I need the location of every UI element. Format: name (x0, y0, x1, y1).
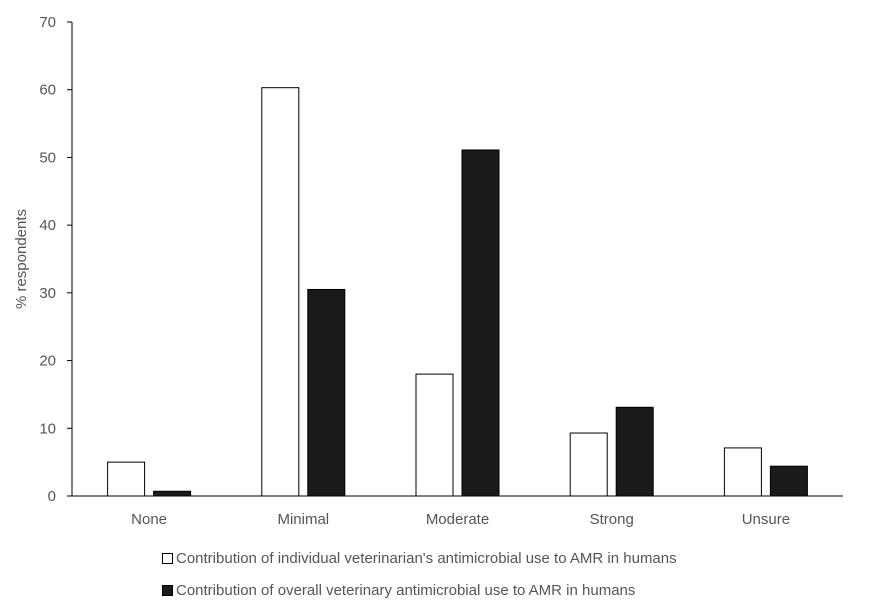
legend-item-overall: Contribution of overall veterinary antim… (162, 582, 635, 599)
bar-overall (307, 288, 346, 497)
bar-individual (723, 447, 762, 497)
bars (107, 87, 808, 497)
y-axis: 0 10 20 30 40 50 60 70 (39, 14, 73, 505)
x-tick-label: Strong (590, 511, 634, 528)
y-tick-label: 60 (39, 82, 56, 99)
y-tick-label: 40 (39, 217, 56, 234)
y-axis-label: % respondents (13, 209, 30, 309)
bar-overall (769, 465, 808, 497)
x-axis: None Minimal Moderate Strong Unsure (72, 495, 843, 528)
bar-individual (107, 461, 146, 497)
legend-label-overall: Contribution of overall veterinary antim… (176, 582, 636, 599)
legend-label-individual: Contribution of individual veterinarian'… (176, 550, 677, 567)
x-tick-label: Unsure (742, 511, 790, 528)
x-tick-label: Minimal (277, 511, 329, 528)
y-tick-label: 10 (39, 420, 56, 437)
bar-individual (415, 373, 454, 497)
x-tick-label: Moderate (426, 511, 489, 528)
y-tick-label: 20 (39, 353, 56, 370)
x-tick-label: None (131, 511, 167, 528)
legend-swatch-open-icon (162, 553, 173, 564)
bar-overall (153, 490, 192, 497)
bar-overall (615, 406, 654, 497)
bar-individual (569, 432, 608, 497)
bar-individual (261, 87, 300, 497)
y-tick-label: 0 (48, 488, 56, 505)
y-tick-label: 30 (39, 285, 56, 302)
y-tick-label: 70 (39, 14, 56, 31)
bar-overall (461, 149, 500, 497)
legend-swatch-filled-icon (162, 585, 173, 596)
legend-item-individual: Contribution of individual veterinarian'… (162, 550, 677, 567)
y-tick-label: 50 (39, 149, 56, 166)
